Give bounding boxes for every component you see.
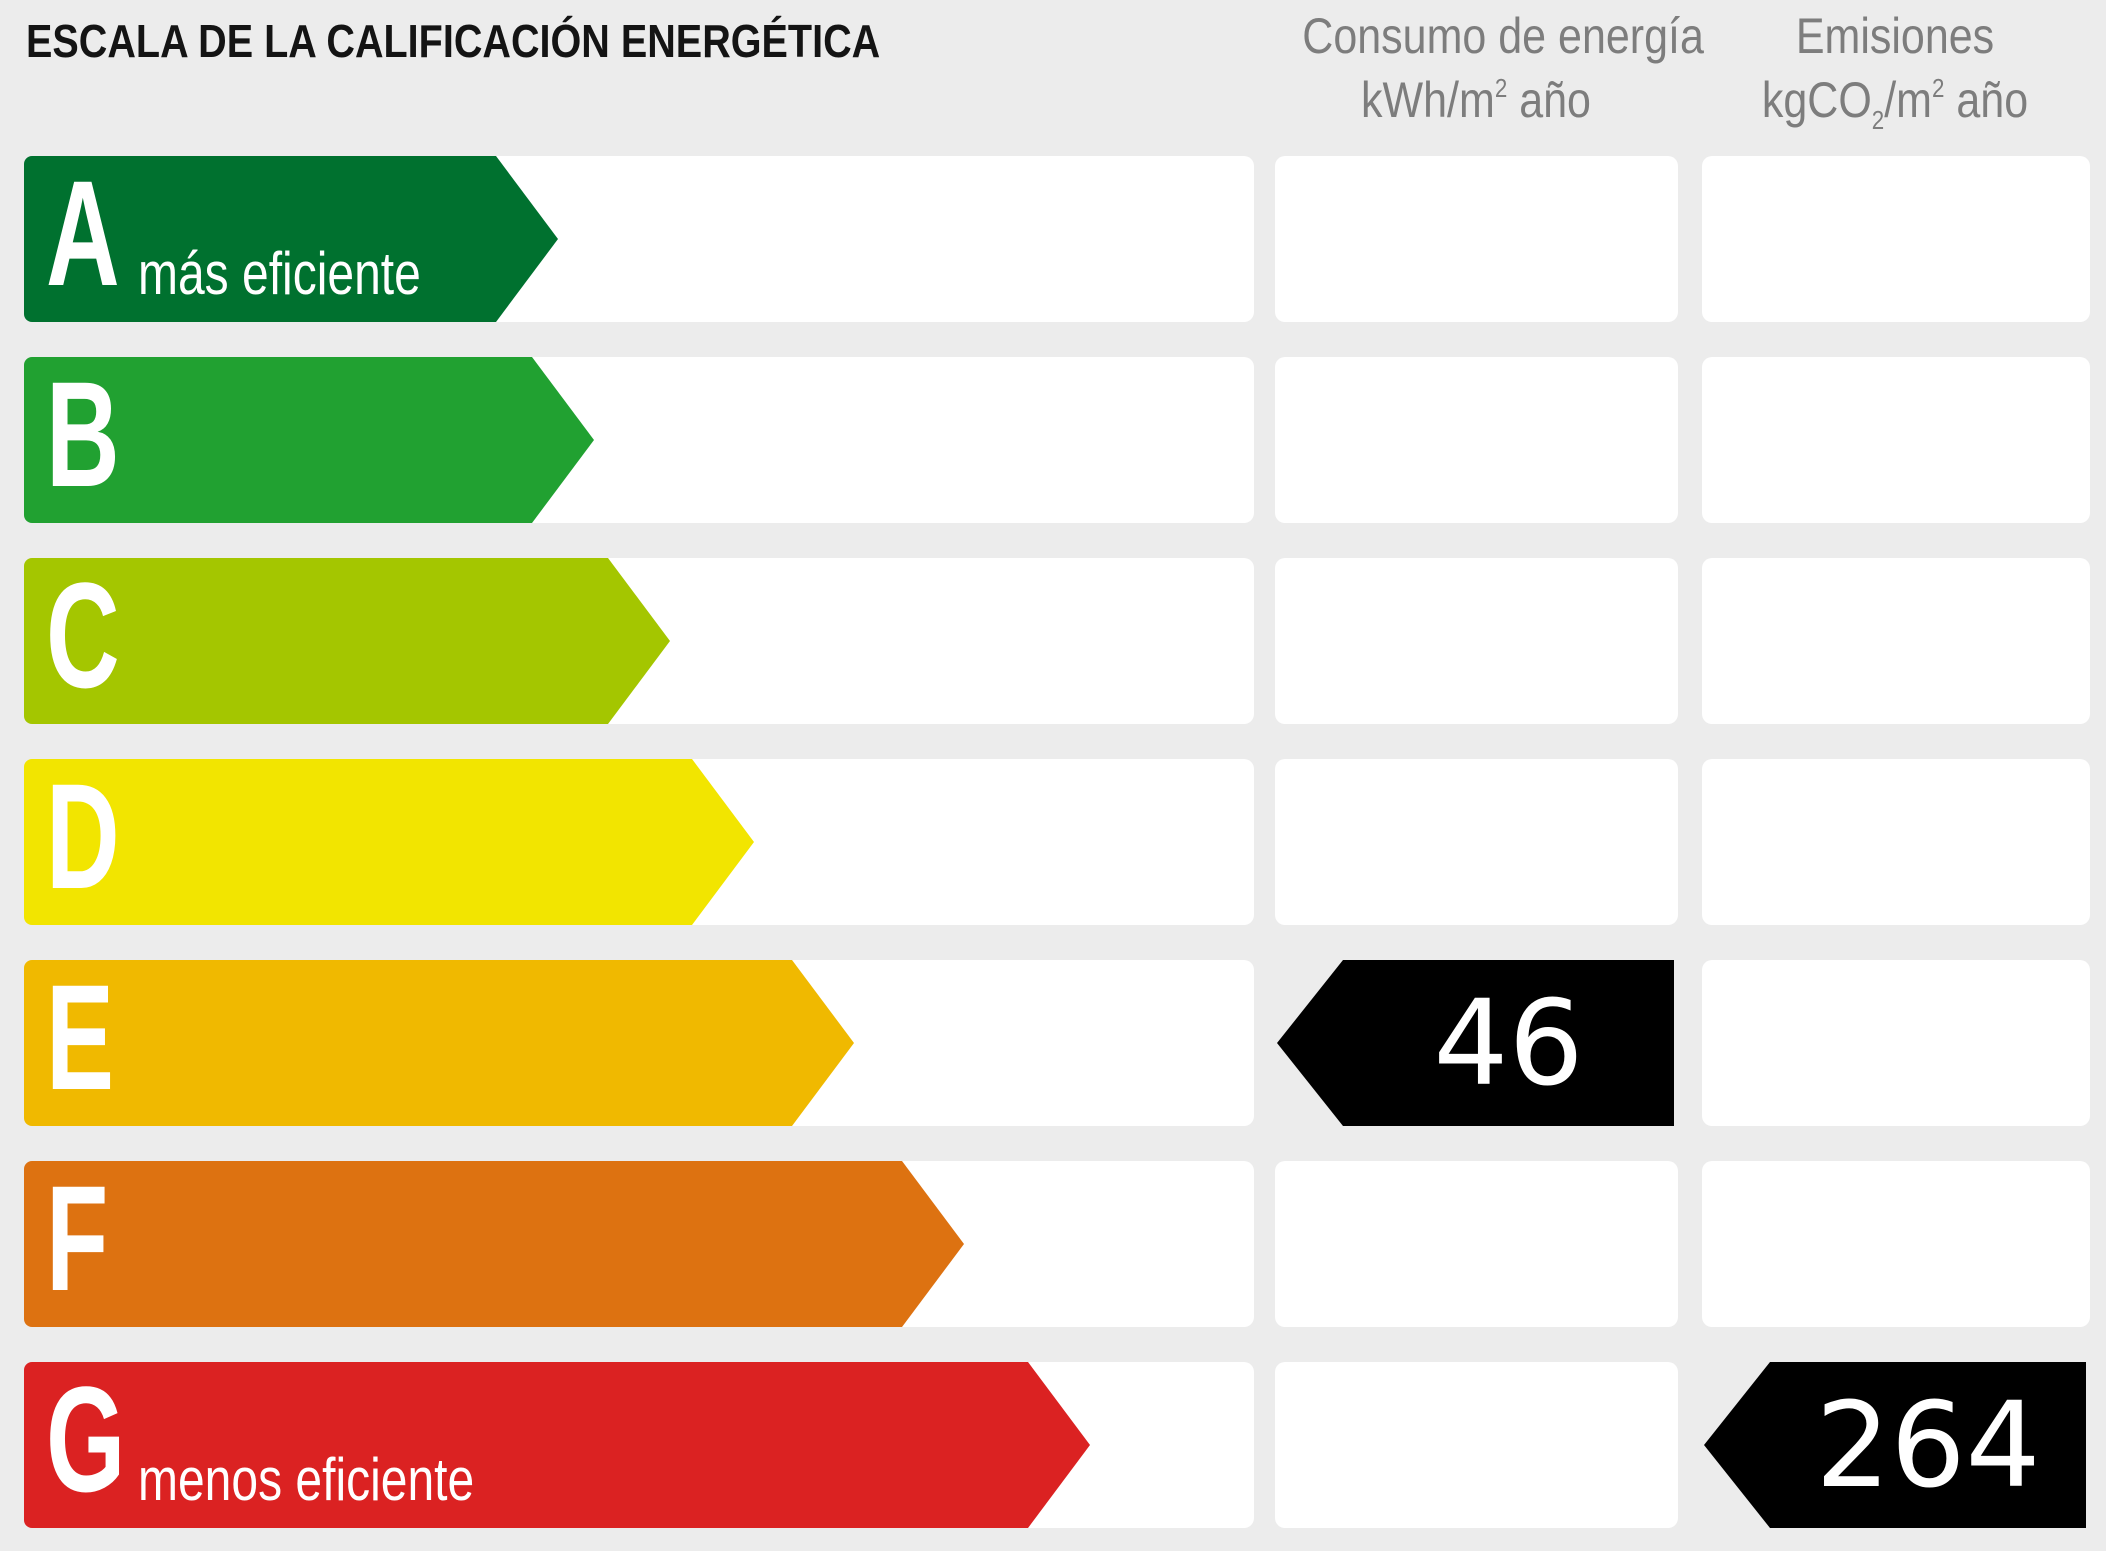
grade-letter-c: C: [46, 551, 120, 719]
energy-cell-b: [1275, 357, 1678, 523]
grade-arrow-e: E: [24, 960, 854, 1126]
grade-letter-e: E: [46, 953, 115, 1121]
rating-row-f: F: [0, 1161, 2106, 1327]
emissions-rating-marker: [1704, 1362, 2086, 1528]
grade-arrow-b: B: [24, 357, 594, 523]
emissions-cell-f: [1702, 1161, 2090, 1327]
grade-arrow-d: D: [24, 759, 754, 925]
grade-letter-g: G: [46, 1355, 126, 1523]
grade-letter-f: F: [46, 1154, 109, 1322]
rating-row-d: D: [0, 759, 2106, 925]
emissions-header-unit: kgCO2/m2 año: [1729, 68, 2061, 135]
emissions-unit-prefix: kgCO: [1761, 72, 1872, 128]
rating-row-c: C: [0, 558, 2106, 724]
emissions-column-header: Emisiones kgCO2/m2 año: [1702, 4, 2088, 135]
emissions-rating-value: 264: [1815, 1376, 2041, 1514]
grade-caption-g: menos eficiente: [138, 1446, 475, 1513]
emissions-unit-mid: /m: [1884, 72, 1932, 128]
energy-header-unit: kWh/m2 año: [1302, 68, 1649, 132]
energy-unit-sup: 2: [1494, 73, 1508, 103]
emissions-cell-b: [1702, 357, 2090, 523]
energy-cell-f: [1275, 1161, 1678, 1327]
grade-caption-a: más eficiente: [138, 240, 421, 307]
energy-header-label: Consumo de energía: [1302, 8, 1704, 64]
emissions-cell-d: [1702, 759, 2090, 925]
energy-cell-g: [1275, 1362, 1678, 1528]
scale-title: ESCALA DE LA CALIFICACIÓN ENERGÉTICA: [26, 15, 881, 67]
emissions-cell-e: [1702, 960, 2090, 1126]
emissions-cell-c: [1702, 558, 2090, 724]
emissions-unit-sup: 2: [1931, 73, 1945, 103]
rating-row-b: B: [0, 357, 2106, 523]
energy-unit-prefix: kWh/m: [1361, 72, 1495, 128]
grade-letter-a: A: [46, 149, 120, 317]
emissions-unit-sub: 2: [1871, 105, 1885, 135]
energy-column-header: Consumo de energía kWh/m2 año: [1274, 4, 1704, 132]
energy-cell-d: [1275, 759, 1678, 925]
energy-cell-a: [1275, 156, 1678, 322]
grade-letter-d: D: [46, 752, 120, 920]
rating-row-e: E 46: [0, 960, 2106, 1126]
emissions-cell-a: [1702, 156, 2090, 322]
grade-arrow-c: C: [24, 558, 670, 724]
emissions-unit-suffix: año: [1944, 72, 2029, 128]
energy-unit-suffix: año: [1507, 72, 1591, 128]
grade-letter-b: B: [46, 350, 120, 518]
emissions-header-label: Emisiones: [1795, 8, 1995, 64]
energy-rating-value: 46: [1433, 974, 1584, 1112]
energy-rating-marker: [1277, 960, 1674, 1126]
grade-arrow-f: F: [24, 1161, 964, 1327]
energy-cell-c: [1275, 558, 1678, 724]
